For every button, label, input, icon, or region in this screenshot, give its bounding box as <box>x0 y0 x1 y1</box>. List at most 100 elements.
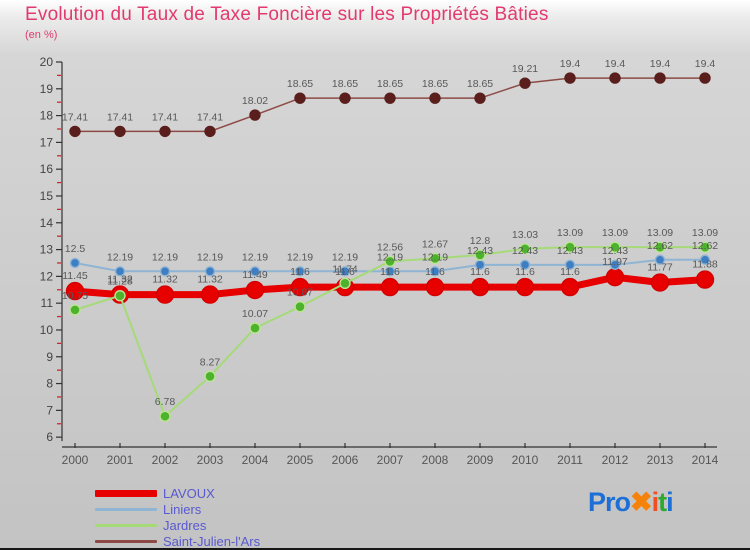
data-point <box>294 92 306 104</box>
svg-text:16: 16 <box>40 162 54 176</box>
svg-text:11.6: 11.6 <box>560 266 580 278</box>
legend-swatch <box>95 507 157 511</box>
data-point <box>245 280 265 300</box>
data-point <box>429 92 441 104</box>
svg-text:2013: 2013 <box>647 453 674 467</box>
svg-text:8.27: 8.27 <box>200 356 221 368</box>
legend-item-liniers: Liniers <box>95 501 260 517</box>
svg-text:2010: 2010 <box>512 453 539 467</box>
svg-text:17.41: 17.41 <box>62 111 88 123</box>
svg-text:11.88: 11.88 <box>692 259 718 271</box>
data-point <box>699 254 711 265</box>
data-point <box>515 277 535 297</box>
svg-text:12.19: 12.19 <box>242 251 268 263</box>
data-point <box>699 72 711 84</box>
data-point <box>159 410 171 422</box>
proxiti-logo[interactable]: Pro✖iti <box>588 487 674 518</box>
y-axis: 6 7 8 9 10 11 12 13 14 15 16 17 18 19 20 <box>40 55 63 444</box>
value-labels: 11.45 11.32 11.32 11.32 11.49 11.6 11.6 11.6 11.… <box>62 58 718 408</box>
data-point <box>470 277 490 297</box>
data-point <box>429 252 441 265</box>
svg-text:19.4: 19.4 <box>695 58 716 70</box>
series-lavoux <box>65 267 715 304</box>
data-point <box>114 289 126 302</box>
data-point <box>204 266 216 277</box>
logo-letter: i <box>651 487 659 517</box>
data-point <box>200 285 220 304</box>
data-point <box>380 277 400 297</box>
svg-text:11.28: 11.28 <box>107 276 133 288</box>
svg-text:12.67: 12.67 <box>422 238 448 250</box>
svg-text:12.19: 12.19 <box>287 251 313 263</box>
svg-text:19.4: 19.4 <box>560 58 581 70</box>
svg-text:12.19: 12.19 <box>152 251 178 263</box>
svg-text:18.65: 18.65 <box>287 78 313 90</box>
data-point <box>519 77 531 89</box>
svg-text:14: 14 <box>40 216 54 230</box>
data-point <box>695 270 715 289</box>
logo-letter: ✖ <box>630 487 653 517</box>
svg-text:13: 13 <box>40 243 54 257</box>
svg-text:11.32: 11.32 <box>152 274 178 286</box>
svg-text:12.62: 12.62 <box>692 240 718 252</box>
svg-text:18: 18 <box>40 109 54 123</box>
svg-text:10.07: 10.07 <box>242 308 268 320</box>
svg-text:12.19: 12.19 <box>377 251 403 263</box>
svg-text:13.09: 13.09 <box>692 227 718 239</box>
svg-text:11.77: 11.77 <box>647 262 673 274</box>
svg-text:2003: 2003 <box>197 453 224 467</box>
legend-label: LAVOUX <box>163 485 215 501</box>
page-subtitle: (en %) <box>25 29 58 41</box>
svg-text:11.6: 11.6 <box>515 266 535 278</box>
svg-text:2007: 2007 <box>377 453 404 467</box>
legend-label: Jardres <box>163 517 207 533</box>
data-point <box>699 241 711 253</box>
data-point <box>384 92 396 104</box>
svg-text:2009: 2009 <box>467 453 494 467</box>
svg-text:19.4: 19.4 <box>650 58 671 70</box>
svg-text:12.5: 12.5 <box>65 243 86 255</box>
svg-text:10.87: 10.87 <box>287 287 313 299</box>
svg-text:18.65: 18.65 <box>332 78 358 90</box>
data-point <box>605 267 625 287</box>
data-point <box>474 249 486 261</box>
svg-text:9: 9 <box>46 350 53 364</box>
data-point <box>339 92 351 104</box>
data-point <box>429 266 441 277</box>
data-point <box>114 125 126 138</box>
data-point <box>159 266 171 277</box>
svg-text:12.8: 12.8 <box>470 235 491 247</box>
logo-letter: Pro <box>588 487 631 517</box>
series-liniers <box>69 254 711 277</box>
svg-text:2005: 2005 <box>287 453 314 467</box>
data-point <box>564 72 576 84</box>
svg-text:11.6: 11.6 <box>290 266 310 278</box>
data-point <box>519 259 531 271</box>
data-point <box>474 92 486 104</box>
data-point <box>69 304 81 316</box>
x-axis: 2000 2001 2002 2003 2004 2005 2006 2007 2008 2009… <box>62 443 719 467</box>
data-point <box>425 277 445 297</box>
logo-letter: i <box>666 487 673 517</box>
data-point <box>69 125 81 138</box>
svg-text:2014: 2014 <box>692 453 719 467</box>
svg-text:12.43: 12.43 <box>512 245 538 257</box>
legend-item-jardres: Jardres <box>95 517 260 533</box>
svg-text:2004: 2004 <box>242 453 269 467</box>
svg-text:17.41: 17.41 <box>197 111 223 123</box>
data-point <box>249 322 261 334</box>
svg-text:13.09: 13.09 <box>557 227 583 239</box>
legend-label: Liniers <box>163 501 202 517</box>
svg-text:12.56: 12.56 <box>377 241 403 253</box>
svg-text:11: 11 <box>41 296 54 310</box>
legend-swatch <box>95 489 157 497</box>
svg-text:20: 20 <box>40 55 54 69</box>
data-point <box>114 266 126 277</box>
data-point <box>564 259 576 271</box>
data-point <box>654 72 666 84</box>
svg-text:6: 6 <box>46 430 53 444</box>
svg-text:12.62: 12.62 <box>647 240 673 252</box>
bottom-divider <box>0 548 750 550</box>
